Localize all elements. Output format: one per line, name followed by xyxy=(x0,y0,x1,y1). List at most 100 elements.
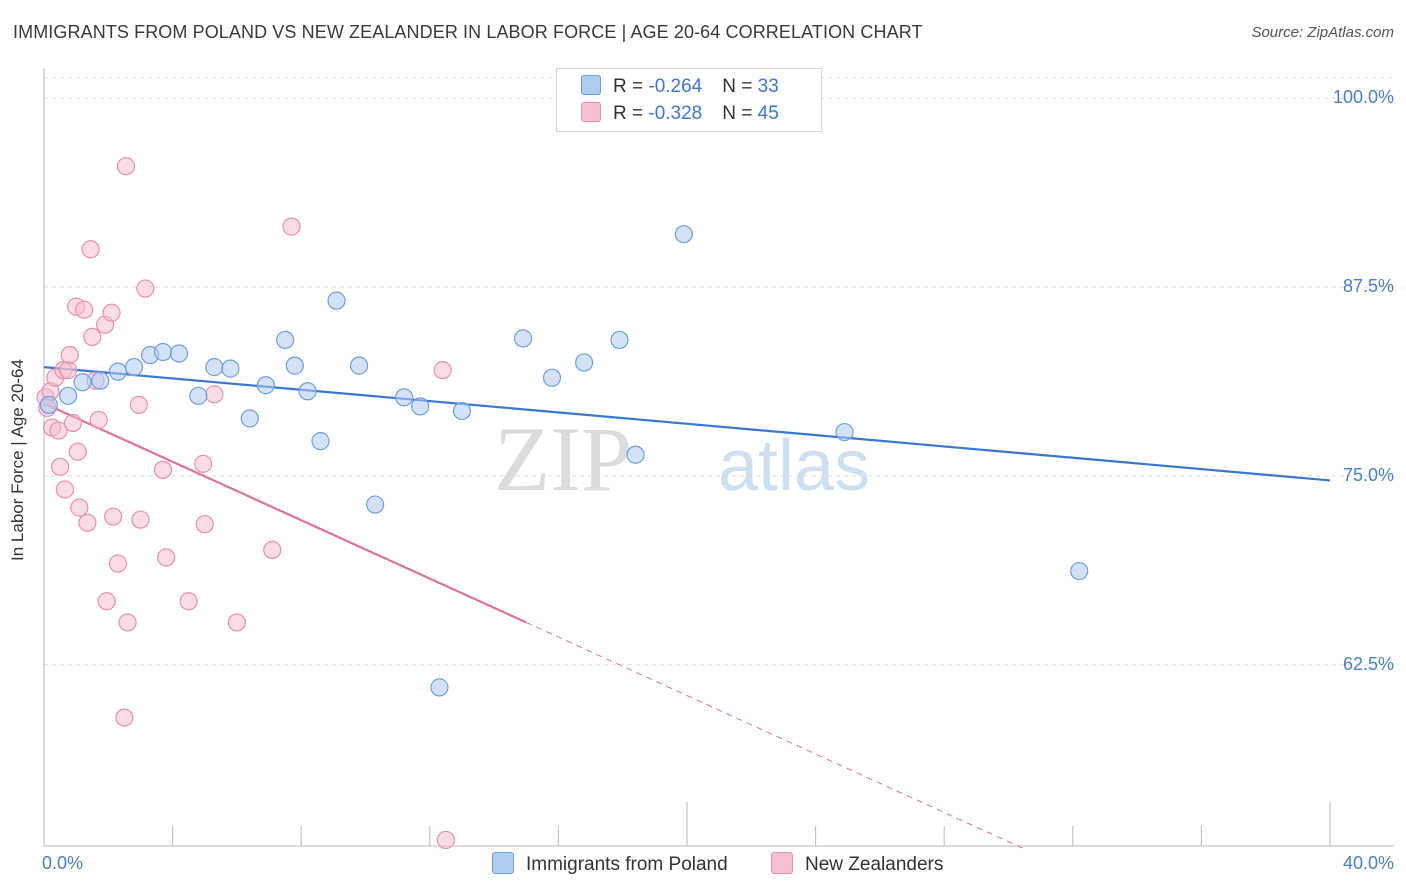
legend-r-value-nz: -0.328 xyxy=(648,103,703,124)
point-poland xyxy=(610,330,629,350)
legend-n-label: N = xyxy=(722,103,758,124)
point-nz xyxy=(282,217,301,236)
bottom-legend-swatch-poland xyxy=(492,852,514,874)
point-poland xyxy=(626,445,645,464)
x-tick-label-max: 40.0% xyxy=(1342,853,1394,873)
point-poland xyxy=(73,373,92,392)
point-poland xyxy=(430,678,449,697)
point-poland xyxy=(221,359,240,378)
legend-row-nz: R = -0.328 N = 45 xyxy=(581,102,779,126)
point-poland xyxy=(91,371,110,390)
point-nz xyxy=(78,513,97,532)
point-nz xyxy=(115,708,134,727)
point-poland xyxy=(835,422,854,442)
point-nz xyxy=(194,454,213,473)
point-poland xyxy=(169,344,189,363)
point-nz xyxy=(104,507,123,526)
point-poland xyxy=(240,409,259,428)
point-poland xyxy=(452,401,472,421)
point-poland xyxy=(327,291,346,310)
point-nz xyxy=(63,413,83,433)
point-poland xyxy=(189,386,208,405)
point-poland xyxy=(575,353,594,372)
trend-line-poland xyxy=(43,366,1331,482)
bottom-legend-label-poland: Immigrants from Poland xyxy=(526,854,728,875)
point-nz xyxy=(83,327,102,347)
point-nz xyxy=(118,613,137,632)
point-nz xyxy=(89,410,108,430)
grid-layer xyxy=(44,77,1394,666)
legend-swatch-nz xyxy=(581,102,601,122)
y-tick-label: 62.5% xyxy=(1342,653,1394,674)
point-nz xyxy=(59,361,78,380)
point-poland xyxy=(285,356,304,375)
point-nz xyxy=(97,592,116,611)
point-nz xyxy=(81,240,100,259)
point-poland xyxy=(59,386,78,405)
point-nz xyxy=(179,592,198,611)
point-nz xyxy=(263,540,282,560)
bottom-legend-swatch-nz xyxy=(771,852,793,874)
point-nz xyxy=(433,361,452,380)
bottom-legend-nz: New Zealanders xyxy=(771,852,943,876)
legend-swatch-poland xyxy=(581,75,601,95)
y-tick-label: 100.0% xyxy=(1332,87,1394,108)
data-points xyxy=(36,157,1089,850)
point-poland xyxy=(311,432,330,451)
point-poland xyxy=(256,376,275,395)
legend-r-value-poland: -0.264 xyxy=(648,76,703,97)
trend-line-nz xyxy=(43,402,527,624)
point-nz xyxy=(129,395,148,414)
point-nz xyxy=(102,303,121,322)
legend-n-value-nz: 45 xyxy=(757,103,779,124)
legend-n-label: N = xyxy=(722,76,758,97)
point-nz xyxy=(55,480,74,499)
point-poland xyxy=(349,356,369,375)
bottom-legend-poland: Immigrants from Poland xyxy=(492,852,728,876)
source-label: Source: ZipAtlas.com xyxy=(1251,24,1394,41)
stats-legend: R = -0.264 N = 33 R = -0.328 N = 45 xyxy=(556,68,822,132)
point-poland xyxy=(366,495,385,514)
point-nz xyxy=(157,548,176,567)
legend-row-poland: R = -0.264 N = 33 xyxy=(581,75,779,99)
point-nz xyxy=(68,442,87,461)
bottom-legend-label-nz: New Zealanders xyxy=(805,854,944,875)
point-nz xyxy=(195,515,214,534)
point-poland xyxy=(513,329,533,348)
point-nz xyxy=(131,510,150,529)
point-poland xyxy=(205,358,224,377)
point-poland xyxy=(153,342,173,362)
point-poland xyxy=(542,368,562,387)
point-nz xyxy=(108,554,128,573)
point-poland xyxy=(124,358,144,377)
point-nz xyxy=(50,457,70,476)
point-nz xyxy=(136,279,155,298)
y-axis-label: In Labor Force | Age 20-64 xyxy=(8,359,27,561)
point-nz xyxy=(49,421,68,440)
point-poland xyxy=(298,382,317,401)
point-nz xyxy=(227,613,246,632)
point-poland xyxy=(108,362,128,381)
point-nz xyxy=(436,830,455,850)
legend-n-value-poland: 33 xyxy=(757,76,779,97)
axis-layer xyxy=(43,68,1394,847)
watermark-zip: ZIP xyxy=(494,408,632,510)
chart-title: IMMIGRANTS FROM POLAND VS NEW ZEALANDER … xyxy=(13,22,923,42)
point-nz xyxy=(205,385,224,404)
y-tick-label: 87.5% xyxy=(1342,276,1394,297)
point-nz xyxy=(70,498,89,517)
point-poland xyxy=(276,330,295,350)
point-poland xyxy=(1070,561,1089,581)
point-poland xyxy=(394,388,414,407)
point-poland xyxy=(674,225,693,244)
trend-line-nz-extension xyxy=(526,621,1025,850)
trend-lines xyxy=(43,366,1331,850)
point-nz xyxy=(60,345,79,365)
y-tick-label: 75.0% xyxy=(1342,464,1394,485)
x-tick-label-min: 0.0% xyxy=(42,853,84,873)
legend-r-label: R = xyxy=(613,103,649,124)
point-nz xyxy=(116,157,136,176)
point-nz xyxy=(153,460,173,479)
point-nz xyxy=(75,300,94,319)
